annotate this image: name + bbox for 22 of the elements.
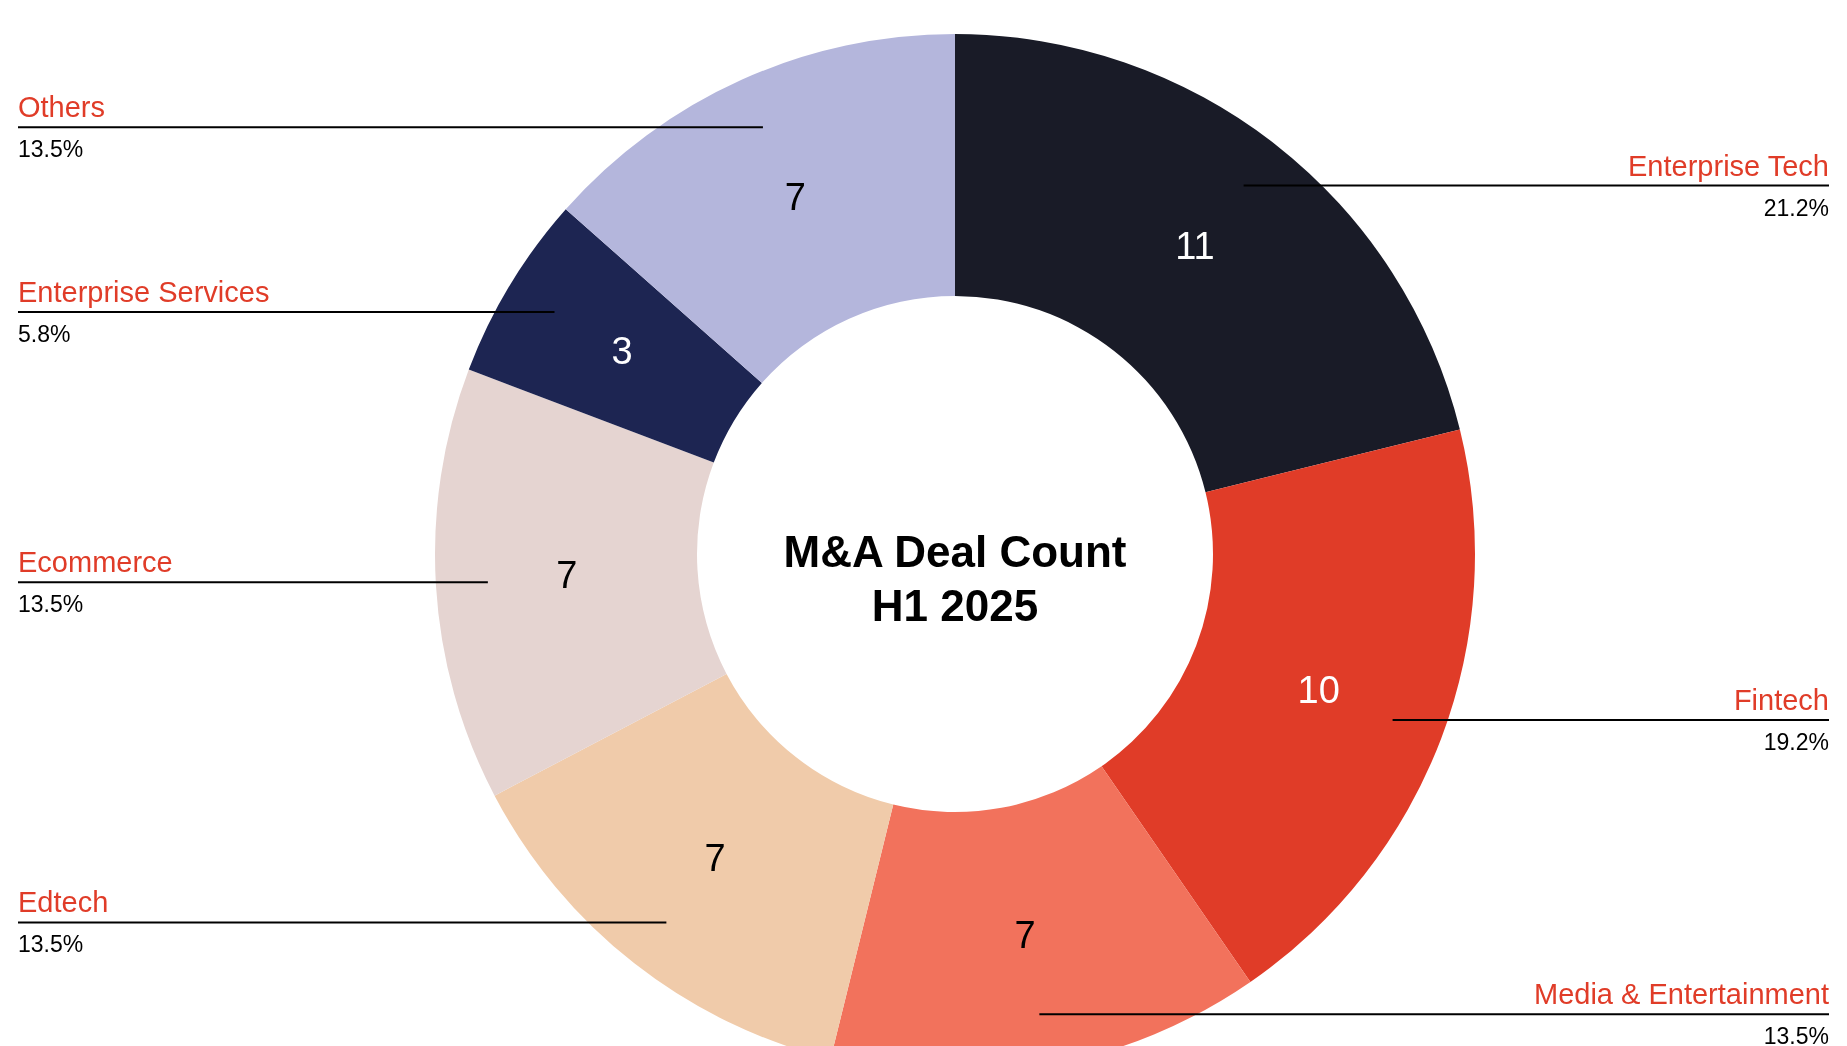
slice-label: Enterprise Tech <box>1628 149 1829 182</box>
text: 13.5% <box>18 591 84 618</box>
data-label: 3 <box>611 329 633 372</box>
data-label: 7 <box>556 554 578 597</box>
slice-label: Ecommerce <box>18 546 173 579</box>
data-label: 7 <box>1014 913 1036 956</box>
text: 13.5% <box>18 136 84 163</box>
text: 13.5% <box>1763 1023 1829 1046</box>
data-label: 7 <box>784 176 806 219</box>
text: 21.2% <box>1763 194 1829 221</box>
text: M&A Deal Count H1 2025 <box>783 527 1127 630</box>
data-label: 7 <box>704 837 726 880</box>
text: 13.5% <box>18 931 84 958</box>
slice-label: Enterprise Services <box>18 275 270 308</box>
data-label: 10 <box>1297 668 1340 711</box>
slice-label: Edtech <box>18 886 109 919</box>
slice-label: Others <box>18 91 106 124</box>
text: 5.8% <box>18 320 71 347</box>
data-label: 11 <box>1175 224 1215 267</box>
text: 19.2% <box>1763 728 1829 755</box>
slice-label: Fintech <box>1733 683 1829 716</box>
slice-label: Media & Entertainment <box>1534 978 1829 1011</box>
